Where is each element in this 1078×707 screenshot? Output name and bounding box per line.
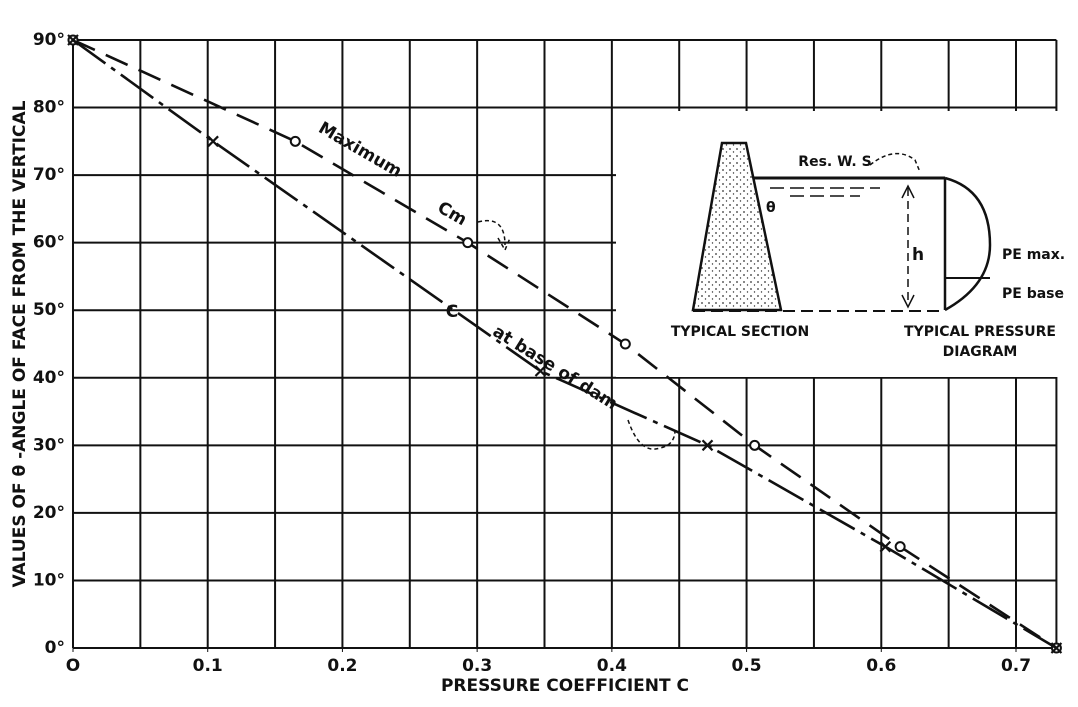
x-tick-label: 0.7 (1001, 656, 1031, 676)
y-tick-label: 70° (33, 165, 65, 185)
x-axis-title: PRESSURE COEFFICIENT C (441, 676, 689, 696)
inset-caption: TYPICAL PRESSURE (904, 324, 1056, 340)
x-tick-label: 0.4 (597, 656, 627, 676)
x-tick-label: O (66, 656, 80, 676)
inset-label: PE base (1002, 286, 1064, 302)
point (289, 135, 301, 147)
x-tick-label: 0.1 (193, 656, 223, 676)
inset-caption: TYPICAL SECTION (671, 324, 809, 340)
point (701, 439, 714, 452)
inset-background (616, 111, 1078, 377)
inset-label: PE max. (1002, 247, 1065, 263)
point (462, 237, 474, 249)
y-tick-label: 50° (33, 300, 65, 320)
y-axis-title: VALUES OF θ -ANGLE OF FACE FROM THE VERT… (10, 100, 30, 587)
inset-label: θ (766, 200, 776, 216)
y-tick-label: 90° (33, 30, 65, 50)
pressure-curve (944, 176, 992, 312)
x-tick-label: 0.6 (866, 656, 896, 676)
y-tick-label: 40° (33, 368, 65, 388)
x-tick-label: 0.5 (732, 656, 762, 676)
inset-label: Res. W. S (798, 154, 871, 170)
point (879, 540, 892, 553)
x-tick-label: 0.2 (327, 656, 357, 676)
y-tick-label: 0° (45, 638, 65, 658)
inset-label: h (912, 245, 924, 265)
point (67, 34, 79, 46)
y-tick-label: 60° (33, 233, 65, 253)
leader (869, 152, 921, 173)
annotation: Maximum (315, 118, 405, 182)
point (534, 365, 547, 377)
series-line (72, 38, 1058, 650)
leader (627, 419, 676, 450)
y-tick-label: 80° (33, 98, 65, 118)
arrow-heads (901, 184, 915, 309)
leader (477, 220, 511, 252)
annotation: at base of dam (489, 322, 621, 415)
y-tick-label: 30° (33, 435, 65, 455)
inset-diagram: Res. W. S θ h PE max. PE base TYPICAL SE… (616, 111, 1078, 377)
plot (67, 34, 1063, 654)
point (1050, 642, 1063, 654)
y-tick-label: 10° (33, 570, 65, 590)
y-tick-label: 20° (33, 503, 65, 523)
inset-caption: DIAGRAM (943, 344, 1018, 360)
point (749, 439, 761, 451)
point (619, 338, 631, 350)
point (894, 541, 906, 553)
annotation: C (446, 302, 458, 322)
point (207, 135, 219, 148)
x-tick-label: 0.3 (462, 656, 492, 676)
